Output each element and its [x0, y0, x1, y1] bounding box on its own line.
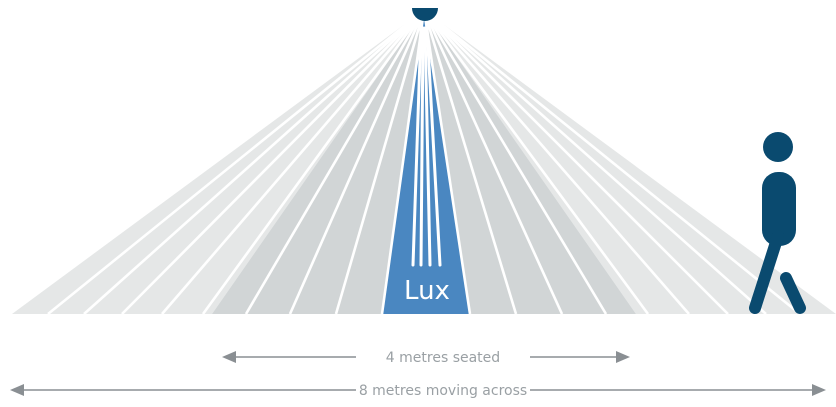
fan-ray-8: [334, 9, 426, 315]
fan-ray-18: [423, 8, 801, 316]
ceiling-sensor-icon: [412, 8, 438, 21]
seated-arrowhead-right: [616, 351, 630, 363]
fan-ray-12: [422, 9, 564, 315]
fan-ray-3: [121, 9, 425, 315]
outer-detection-fan: [12, 10, 836, 314]
fan-ray-6: [244, 9, 426, 315]
outer-fan-left: [12, 10, 424, 314]
person-leg-front: [780, 272, 806, 314]
seated-distance-label: 4 metres seated: [386, 350, 500, 366]
moving-distance-arrow: [10, 384, 826, 396]
fan-ray-10: [422, 9, 472, 315]
fan-ray-16: [423, 9, 729, 315]
fan-ray-15: [423, 9, 690, 315]
moving-arrowhead-left: [10, 384, 24, 396]
lux-zone-lines: [411, 26, 442, 267]
fan-ray-17: [423, 9, 767, 315]
person-leg-back: [749, 230, 784, 314]
lux-zone: [382, 10, 470, 314]
fan-ray-9: [380, 9, 426, 315]
fan-ray-13: [422, 9, 608, 315]
lux-label: Lux: [404, 276, 450, 306]
lux-line-center-right: [423, 26, 432, 267]
fan-ray-4: [161, 9, 425, 315]
fan-ray-1: [47, 8, 425, 316]
person-body: [762, 172, 796, 246]
fan-rays: [47, 8, 801, 316]
seated-arrowhead-left: [222, 351, 236, 363]
seated-distance-arrow: [222, 351, 630, 363]
lux-line-left: [411, 26, 423, 267]
lux-line-center-left: [419, 26, 425, 267]
fan-ray-2: [83, 9, 425, 315]
person-head: [763, 132, 793, 162]
moving-arrowhead-right: [812, 384, 826, 396]
fan-ray-11: [422, 9, 518, 315]
lux-line-right: [425, 26, 442, 267]
fan-ray-7: [288, 9, 426, 315]
fan-ray-5: [201, 9, 426, 315]
fan-ray-14: [422, 9, 650, 315]
walking-person-icon: [749, 132, 806, 314]
moving-distance-label: 8 metres moving across: [359, 383, 527, 399]
outer-fan-right: [424, 10, 836, 314]
